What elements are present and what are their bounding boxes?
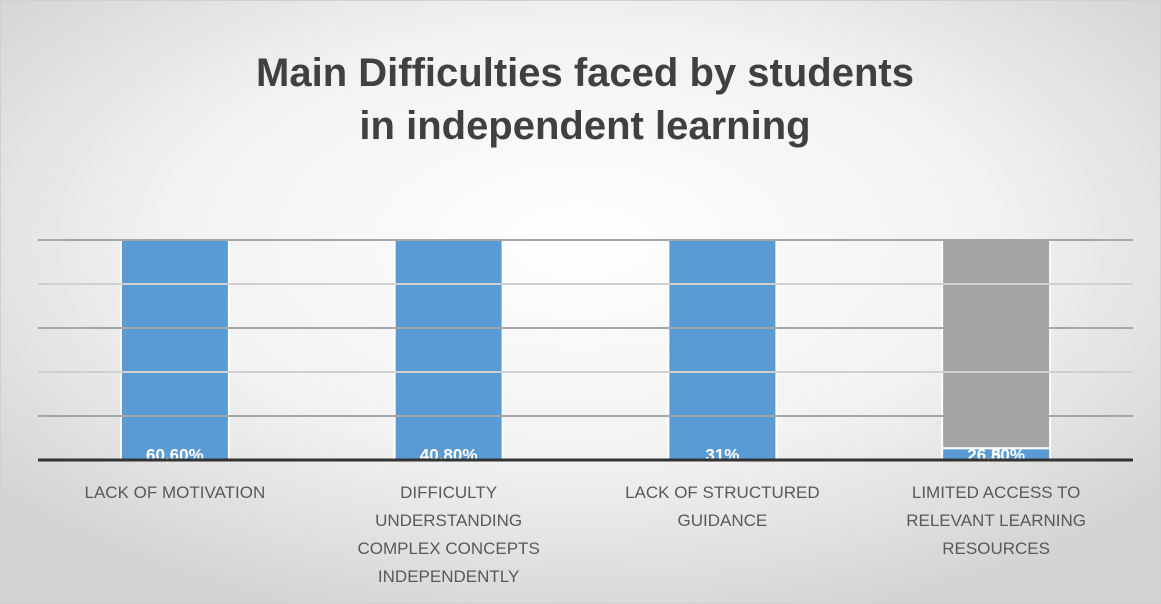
chart-title: Main Difficulties faced by students in in… [256,51,914,148]
data-label: 5 [991,445,1000,464]
bar [941,240,1052,450]
bar [393,240,504,460]
data-label: 31% [705,445,739,464]
plot-area [119,240,1052,460]
data-label: 40,80% [420,445,478,464]
data-label: 60,60% [146,445,204,464]
bar [119,240,230,460]
x-tick-label: DIFFICULTY UNDERSTANDING COMPLEX CONCEPTS I… [357,483,539,586]
x-tick-label: LACK OF STRUCTURED GUIDANCE [625,483,820,530]
x-tick-label: LACK OF MOTIVATION [85,483,266,502]
bar [667,240,778,460]
x-tick-label: LIMITED ACCESS TO RELEVANT LEARNING RESOUR… [906,483,1086,558]
